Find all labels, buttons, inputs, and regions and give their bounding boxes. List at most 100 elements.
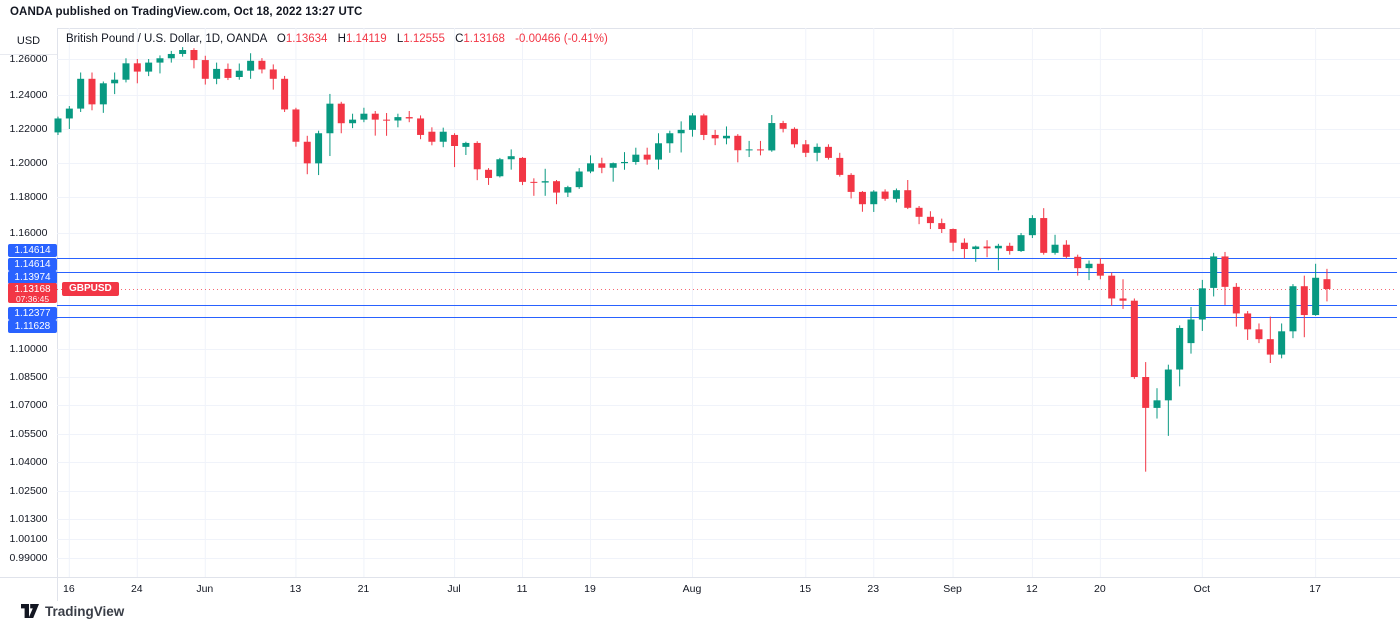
candle-body bbox=[983, 246, 991, 249]
candle-body bbox=[587, 163, 595, 172]
candle-body bbox=[1278, 331, 1286, 355]
candle-body bbox=[360, 113, 368, 120]
candle-body bbox=[247, 60, 255, 71]
level-label-1.14614-b[interactable]: 1.14614 bbox=[8, 257, 57, 271]
last-price-box[interactable]: 1.13168 07:36:45 bbox=[8, 283, 57, 303]
symbol-title[interactable]: British Pound / U.S. Dollar, 1D, OANDA bbox=[66, 33, 267, 45]
candle-body bbox=[915, 207, 923, 217]
candle-body bbox=[213, 68, 221, 79]
symbol-header: British Pound / U.S. Dollar, 1D, OANDA O… bbox=[66, 33, 608, 45]
candle-body bbox=[145, 62, 153, 72]
tradingview-logo-text[interactable]: TradingView bbox=[45, 604, 125, 619]
price-axis-label: 1.22000 bbox=[9, 123, 48, 135]
candle-body bbox=[371, 113, 379, 120]
level-label-1.11628[interactable]: 1.11628 bbox=[8, 319, 57, 333]
candle-body bbox=[881, 191, 889, 199]
candle-body bbox=[1176, 327, 1184, 370]
high-value: 1.14119 bbox=[345, 33, 387, 45]
time-axis-label: 21 bbox=[357, 583, 370, 595]
candle-body bbox=[1187, 319, 1195, 344]
open-key: O bbox=[276, 33, 286, 45]
candle-body bbox=[122, 63, 130, 80]
level-label-1.13974[interactable]: 1.13974 bbox=[8, 270, 57, 284]
price-axis-label: 0.99000 bbox=[9, 552, 48, 564]
time-axis-label: Aug bbox=[682, 583, 702, 595]
candle-body bbox=[802, 144, 810, 153]
candle-body bbox=[54, 118, 62, 133]
candle-body bbox=[858, 191, 866, 205]
low-key: L bbox=[396, 33, 404, 45]
price-axis-label: 1.18000 bbox=[9, 191, 48, 203]
candle-body bbox=[201, 60, 209, 79]
candle-body bbox=[258, 60, 266, 70]
axis-currency-label[interactable]: USD bbox=[0, 28, 57, 54]
footer: TradingView bbox=[0, 601, 1400, 624]
price-line-symbol-tag[interactable]: GBPUSD bbox=[62, 282, 119, 296]
tradingview-logo-icon[interactable] bbox=[21, 604, 39, 619]
candle-body bbox=[609, 163, 617, 168]
candle-body bbox=[972, 246, 980, 250]
candle-body bbox=[1153, 400, 1161, 408]
time-axis-label: 17 bbox=[1309, 583, 1321, 595]
candle-body bbox=[847, 174, 855, 192]
level-label-1.12377[interactable]: 1.12377 bbox=[8, 306, 57, 320]
time-axis-label: 15 bbox=[799, 583, 812, 595]
candle-body bbox=[892, 190, 900, 199]
candle-body bbox=[949, 229, 957, 243]
candle-body bbox=[519, 157, 527, 182]
time-axis-label: Jun bbox=[196, 583, 214, 595]
candle-body bbox=[179, 50, 187, 54]
candle-body bbox=[383, 119, 391, 121]
candle-body bbox=[394, 117, 402, 121]
candle-body bbox=[904, 190, 912, 208]
low-value: 1.12555 bbox=[403, 33, 445, 45]
candle-body bbox=[756, 149, 764, 151]
time-axis-label: Jul bbox=[447, 583, 461, 595]
candle-body bbox=[598, 163, 606, 168]
candle-body bbox=[734, 135, 742, 151]
level-label-1.14614-a[interactable]: 1.14614 bbox=[8, 243, 57, 257]
candle-body bbox=[621, 161, 628, 164]
candle-body bbox=[553, 181, 561, 193]
candle-body bbox=[1096, 263, 1104, 276]
time-axis-label: 19 bbox=[584, 583, 596, 595]
candle-body bbox=[111, 79, 119, 84]
candle-body bbox=[269, 69, 277, 79]
candle-body bbox=[643, 154, 651, 160]
candle-body bbox=[88, 78, 96, 105]
candle-body bbox=[473, 142, 481, 170]
price-axis-label: 1.02500 bbox=[9, 485, 48, 497]
candle-body bbox=[1074, 256, 1082, 269]
candle-body bbox=[1232, 286, 1240, 314]
candle-body bbox=[1312, 277, 1320, 316]
candle-body bbox=[1221, 256, 1229, 287]
candle-body bbox=[530, 181, 538, 183]
candle-body bbox=[1210, 256, 1218, 288]
candle-body bbox=[1142, 377, 1150, 408]
candle-body bbox=[1017, 235, 1025, 252]
price-axis-label: 1.00100 bbox=[9, 533, 48, 545]
candle-body bbox=[349, 119, 357, 124]
candle-body bbox=[315, 133, 323, 164]
time-axis-label: 12 bbox=[1026, 583, 1038, 595]
candle-body bbox=[677, 129, 685, 134]
time-axis-label: 20 bbox=[1094, 583, 1106, 595]
candle-body bbox=[451, 134, 459, 146]
candle-body bbox=[926, 216, 934, 224]
time-axis-label: 16 bbox=[62, 583, 75, 595]
candle-body bbox=[779, 123, 787, 129]
price-axis-label: 1.10000 bbox=[9, 343, 48, 355]
time-axis-label: 11 bbox=[516, 583, 528, 595]
candle-body bbox=[654, 143, 662, 160]
candle-body bbox=[1028, 218, 1036, 236]
candle-body bbox=[428, 131, 436, 142]
candle-body bbox=[190, 50, 198, 61]
candle-body bbox=[564, 187, 572, 193]
price-axis-label: 1.01300 bbox=[9, 513, 48, 525]
candle-body bbox=[1323, 279, 1331, 289]
candle-body bbox=[326, 103, 334, 134]
high-key: H bbox=[337, 33, 346, 45]
candle-body bbox=[1164, 369, 1172, 401]
